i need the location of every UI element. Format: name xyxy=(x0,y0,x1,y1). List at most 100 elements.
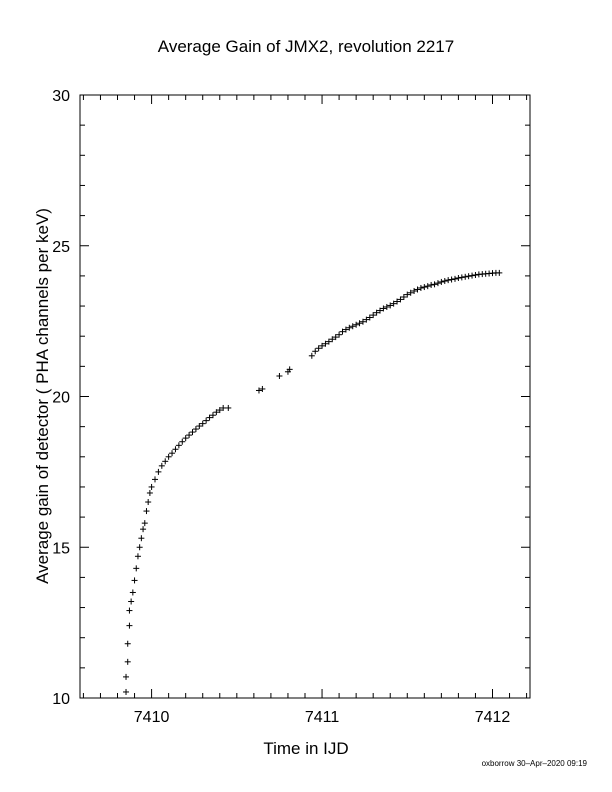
data-point xyxy=(186,432,193,439)
data-point xyxy=(359,318,366,325)
y-tick-label: 25 xyxy=(52,239,70,256)
data-point xyxy=(373,309,380,316)
y-tick-label: 30 xyxy=(52,88,70,105)
data-point xyxy=(172,446,179,453)
data-point xyxy=(155,468,162,475)
data-point xyxy=(133,565,140,572)
data-point xyxy=(136,544,143,551)
data-point xyxy=(441,278,448,285)
data-point xyxy=(128,598,135,605)
data-point xyxy=(428,281,435,288)
data-point xyxy=(308,352,315,359)
data-point xyxy=(472,271,479,278)
data-point xyxy=(138,535,145,542)
data-point xyxy=(192,426,199,433)
data-point xyxy=(356,320,363,327)
data-point xyxy=(445,277,452,284)
data-point xyxy=(424,283,431,290)
data-point xyxy=(199,420,206,427)
data-point xyxy=(363,316,370,323)
data-point xyxy=(411,287,418,294)
y-axis-title: Average gain of detector ( PHA channels … xyxy=(33,208,52,584)
data-point xyxy=(148,483,155,490)
data-point xyxy=(124,658,131,665)
data-point xyxy=(339,328,346,335)
data-point xyxy=(143,508,150,515)
data-point xyxy=(123,673,130,680)
data-point xyxy=(134,553,141,560)
data-point xyxy=(216,407,223,414)
data-point xyxy=(346,324,353,331)
data-point xyxy=(469,272,476,279)
data-point xyxy=(140,526,147,533)
data-point xyxy=(145,499,152,506)
data-point xyxy=(431,281,438,288)
data-point xyxy=(322,340,329,347)
x-tick-label: 7412 xyxy=(475,709,511,726)
y-tick-label: 20 xyxy=(52,390,70,407)
data-point xyxy=(312,348,319,355)
data-point xyxy=(421,284,428,291)
data-point xyxy=(438,278,445,285)
data-point xyxy=(336,331,343,338)
data-point xyxy=(462,273,469,280)
chart-title: Average Gain of JMX2, revolution 2217 xyxy=(158,37,454,56)
x-tick-label: 7411 xyxy=(305,709,340,726)
data-point xyxy=(203,417,210,424)
data-point xyxy=(397,296,404,303)
data-point xyxy=(353,321,360,328)
data-point xyxy=(179,438,186,445)
footer-credit: oxborrow 30–Apr–2020 09:19 xyxy=(482,759,588,768)
data-point xyxy=(165,453,172,460)
data-point xyxy=(259,385,266,392)
data-point xyxy=(400,294,407,301)
data-point xyxy=(126,607,133,614)
data-point xyxy=(458,274,465,281)
data-point xyxy=(387,302,394,309)
data-point xyxy=(452,275,458,282)
data-point xyxy=(220,404,227,411)
x-tick-label: 7410 xyxy=(134,709,170,726)
data-point xyxy=(319,342,326,349)
data-point xyxy=(496,269,503,276)
data-point xyxy=(383,303,390,310)
data-point xyxy=(377,307,383,314)
data-point xyxy=(146,489,153,496)
data-point xyxy=(380,305,387,312)
data-point xyxy=(455,275,462,282)
data-point xyxy=(276,372,283,379)
data-point xyxy=(189,429,196,436)
data-point xyxy=(407,289,414,296)
y-tick-label: 15 xyxy=(52,540,70,557)
data-point xyxy=(315,345,322,352)
data-point xyxy=(206,414,213,421)
plot-frame xyxy=(79,94,531,699)
data-point xyxy=(448,276,455,283)
data-point xyxy=(325,338,332,345)
data-point xyxy=(255,387,262,394)
data-point xyxy=(209,412,216,419)
data-point xyxy=(123,688,130,695)
data-point xyxy=(152,476,158,483)
data-point xyxy=(182,435,189,442)
data-point xyxy=(162,458,169,465)
data-point xyxy=(225,404,232,411)
data-point xyxy=(390,300,397,307)
data-point xyxy=(329,336,336,343)
data-point xyxy=(213,409,220,416)
data-point xyxy=(175,442,182,449)
data-point xyxy=(349,323,356,330)
data-point xyxy=(196,423,203,430)
data-point xyxy=(394,298,401,305)
x-axis-ticks: 7410 7411 7412 xyxy=(82,95,528,726)
data-point xyxy=(404,291,411,298)
data-point xyxy=(141,520,148,527)
data-point xyxy=(342,326,349,333)
data-point xyxy=(366,314,373,321)
data-point xyxy=(131,577,138,584)
data-point xyxy=(169,450,176,457)
data-points xyxy=(123,269,503,695)
data-point xyxy=(465,273,472,280)
data-point xyxy=(370,312,377,319)
